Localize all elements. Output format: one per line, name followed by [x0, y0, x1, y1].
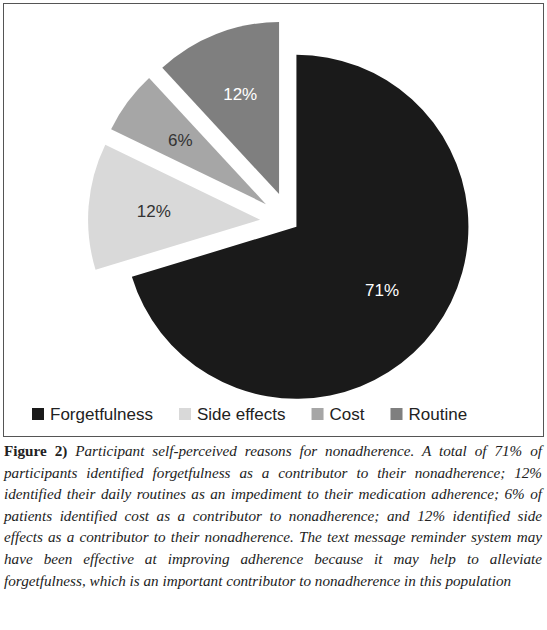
- data-label: 71%: [365, 281, 399, 300]
- legend-swatch: [391, 408, 403, 420]
- pie-slice: [162, 22, 279, 194]
- caption-label: Figure 2): [4, 442, 67, 459]
- legend-swatch: [179, 408, 191, 420]
- legend-label: Forgetfulness: [50, 405, 153, 424]
- caption-text: Participant self-perceived reasons for n…: [4, 442, 542, 589]
- slice-group: [162, 22, 279, 194]
- legend: Forgetfulness Side effects Cost Routine: [32, 405, 467, 424]
- legend-label: Routine: [409, 405, 468, 424]
- pie: 71% 12% 6% 12%: [88, 22, 468, 399]
- chart: 71% 12% 6% 12% Forgetfulness Side effects Cost…: [0, 0, 547, 440]
- legend-label: Cost: [330, 405, 365, 424]
- chart-frame: [4, 4, 544, 437]
- caption-space: [67, 442, 75, 459]
- legend-swatch: [32, 408, 44, 420]
- caption: Figure 2) Participant self-perceived rea…: [4, 440, 542, 591]
- data-label: 12%: [223, 85, 257, 104]
- data-label: 12%: [137, 202, 171, 221]
- legend-swatch: [312, 408, 324, 420]
- data-label: 6%: [168, 131, 193, 150]
- pie-slice: [88, 145, 260, 270]
- slice-group: [88, 145, 260, 270]
- legend-label: Side effects: [197, 405, 286, 424]
